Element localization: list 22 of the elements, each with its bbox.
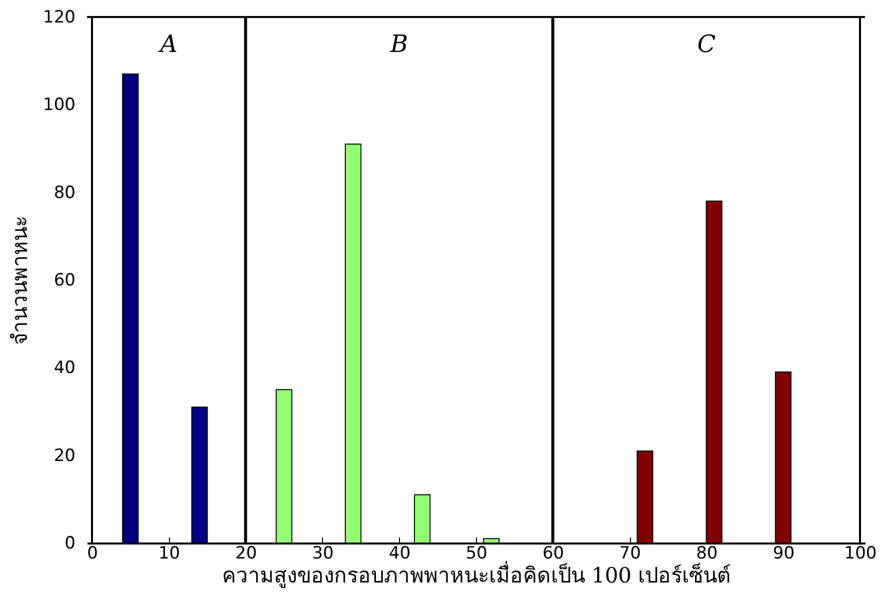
x-tick-label: 100 [844, 544, 877, 564]
x-tick-label: 30 [312, 544, 334, 564]
x-tick-label: 80 [696, 544, 718, 564]
y-tick-label: 100 [43, 95, 76, 116]
annotation: A [158, 30, 178, 58]
y-tick-label: 80 [54, 182, 76, 203]
y-tick-label: 40 [54, 358, 76, 378]
annotation: C [697, 30, 716, 58]
x-tick-label: 50 [466, 544, 488, 564]
x-tick-label: 20 [235, 544, 257, 564]
x-tick-label: 90 [772, 544, 795, 564]
y-tick-label: 60 [54, 270, 76, 290]
y-axis-title: จำนวนพาหนะ [8, 216, 32, 345]
x-tick-label: 10 [158, 544, 180, 564]
x-axis-title: ความสูงของกรอบภาพพาหนะเมื่อคิดเป็น 100 เปอร์เซ็นต์ [222, 560, 732, 588]
y-tick-label: 20 [54, 446, 76, 466]
annotation: B [389, 30, 408, 58]
x-tick-label: 40 [388, 544, 411, 564]
y-tick-label: 120 [43, 8, 76, 28]
x-tick-label: 0 [87, 544, 98, 564]
x-tick-label: 70 [619, 544, 641, 564]
x-tick-label: 60 [542, 544, 564, 564]
